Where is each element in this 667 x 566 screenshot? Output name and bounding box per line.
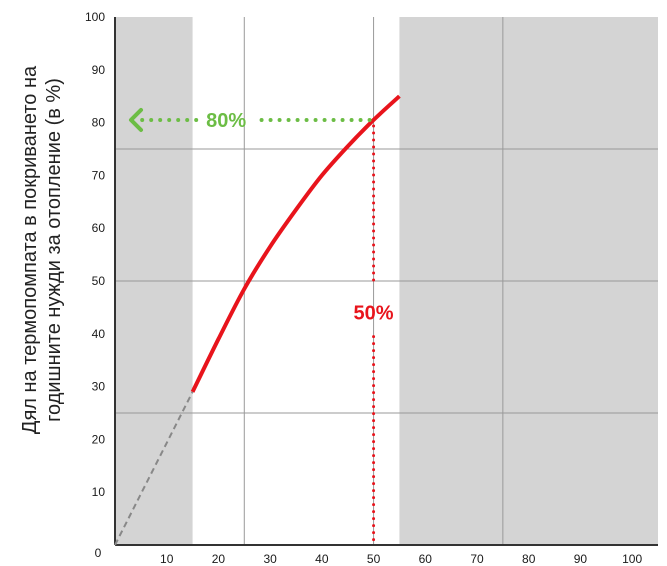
heat-pump-share-curve [190,94,401,393]
x-tick-label: 20 [212,552,226,566]
y-tick-label: 20 [92,432,106,446]
y-axis-title-line-2: годишните нужди за отопление (в %) [43,78,65,422]
x-tick-label: 10 [160,552,174,566]
y-tick-label: 60 [92,221,106,235]
annotations: 80% 50% [129,107,394,545]
x-tick-label: 50 [367,552,381,566]
y-axis-title-line-1: Дял на термопомпата в покриването на [19,65,41,434]
y-axis-title-text: Дял на термопомпата в покриването на годи… [19,65,65,434]
extrapolation-dashed-line [114,391,194,546]
y-tick-label: 30 [92,380,106,394]
axes [114,17,658,546]
series [114,94,401,546]
x-tick-label: 30 [263,552,277,566]
x-tick-label: 90 [574,552,588,566]
callout-label-50: 50% [354,303,394,325]
x-tick-label: 40 [315,552,329,566]
y-tick-label: 100 [85,10,105,24]
callout-label-80: 80% [206,110,246,132]
x-tick-label: 70 [470,552,484,566]
y-tick-label: 80 [92,116,106,130]
x-tick-label: 80 [522,552,536,566]
green-arrow-head [129,107,143,132]
y-tick-label: 50 [92,274,106,288]
y-tick-label: 70 [92,168,106,182]
y-axis-title: Дял на термопомпата в покриването на годи… [19,65,65,434]
y-tick-label: 10 [92,485,106,499]
grid [115,17,658,545]
origin-label: 0 [95,546,102,560]
tick-labels: 10 20 30 40 50 60 70 80 90 100 10 20 30 40 50 60 70 80 90 1… [85,10,643,566]
y-tick-label: 40 [92,327,106,341]
y-tick-label: 90 [92,63,106,77]
x-tick-label: 100 [622,552,642,566]
x-tick-label: 60 [419,552,433,566]
